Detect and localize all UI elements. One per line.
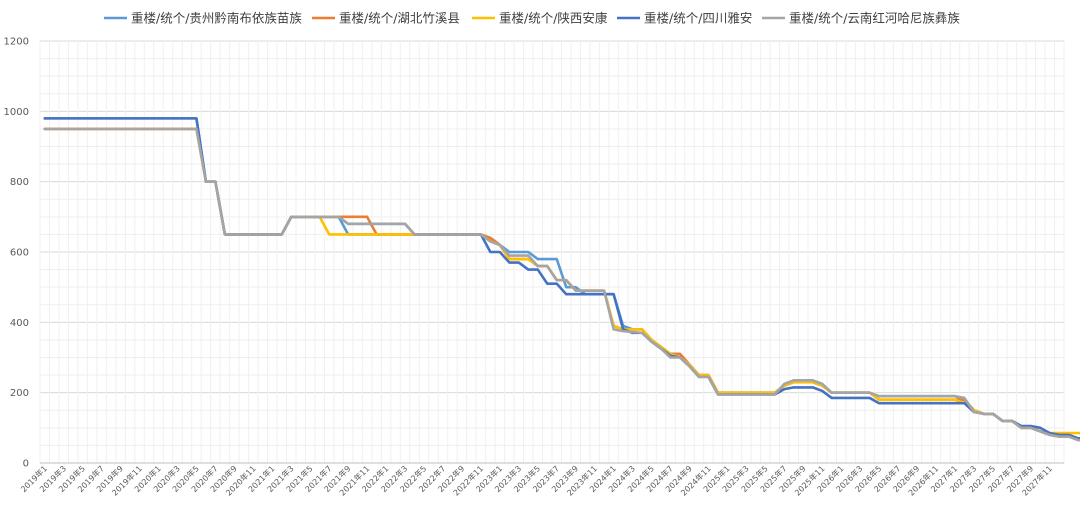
y-tick-label: 200 — [10, 388, 29, 399]
y-tick-label: 1000 — [4, 107, 29, 118]
legend-label-3: 重楼/统个/陕西安康 — [499, 11, 608, 26]
y-tick-label: 800 — [10, 177, 29, 188]
y-tick-label: 1200 — [4, 37, 29, 48]
y-tick-label: 600 — [10, 248, 29, 259]
legend-label-1: 重楼/统个/贵州黔南布依族苗族 — [131, 11, 302, 26]
legend-label-2: 重楼/统个/湖北竹溪县 — [339, 11, 460, 26]
series-line-5 — [43, 127, 1080, 442]
series-lines — [43, 117, 1080, 442]
legend: 重楼/统个/贵州黔南布依族苗族 重楼/统个/湖北竹溪县 重楼/统个/陕西安康 重楼/统… — [104, 11, 960, 26]
y-tick-label: 400 — [10, 318, 29, 329]
y-tick-label: 0 — [23, 459, 29, 470]
legend-label-4: 重楼/统个/四川雅安 — [644, 11, 752, 26]
legend-label-5: 重楼/统个/云南红河哈尼族彝族 — [789, 11, 960, 26]
